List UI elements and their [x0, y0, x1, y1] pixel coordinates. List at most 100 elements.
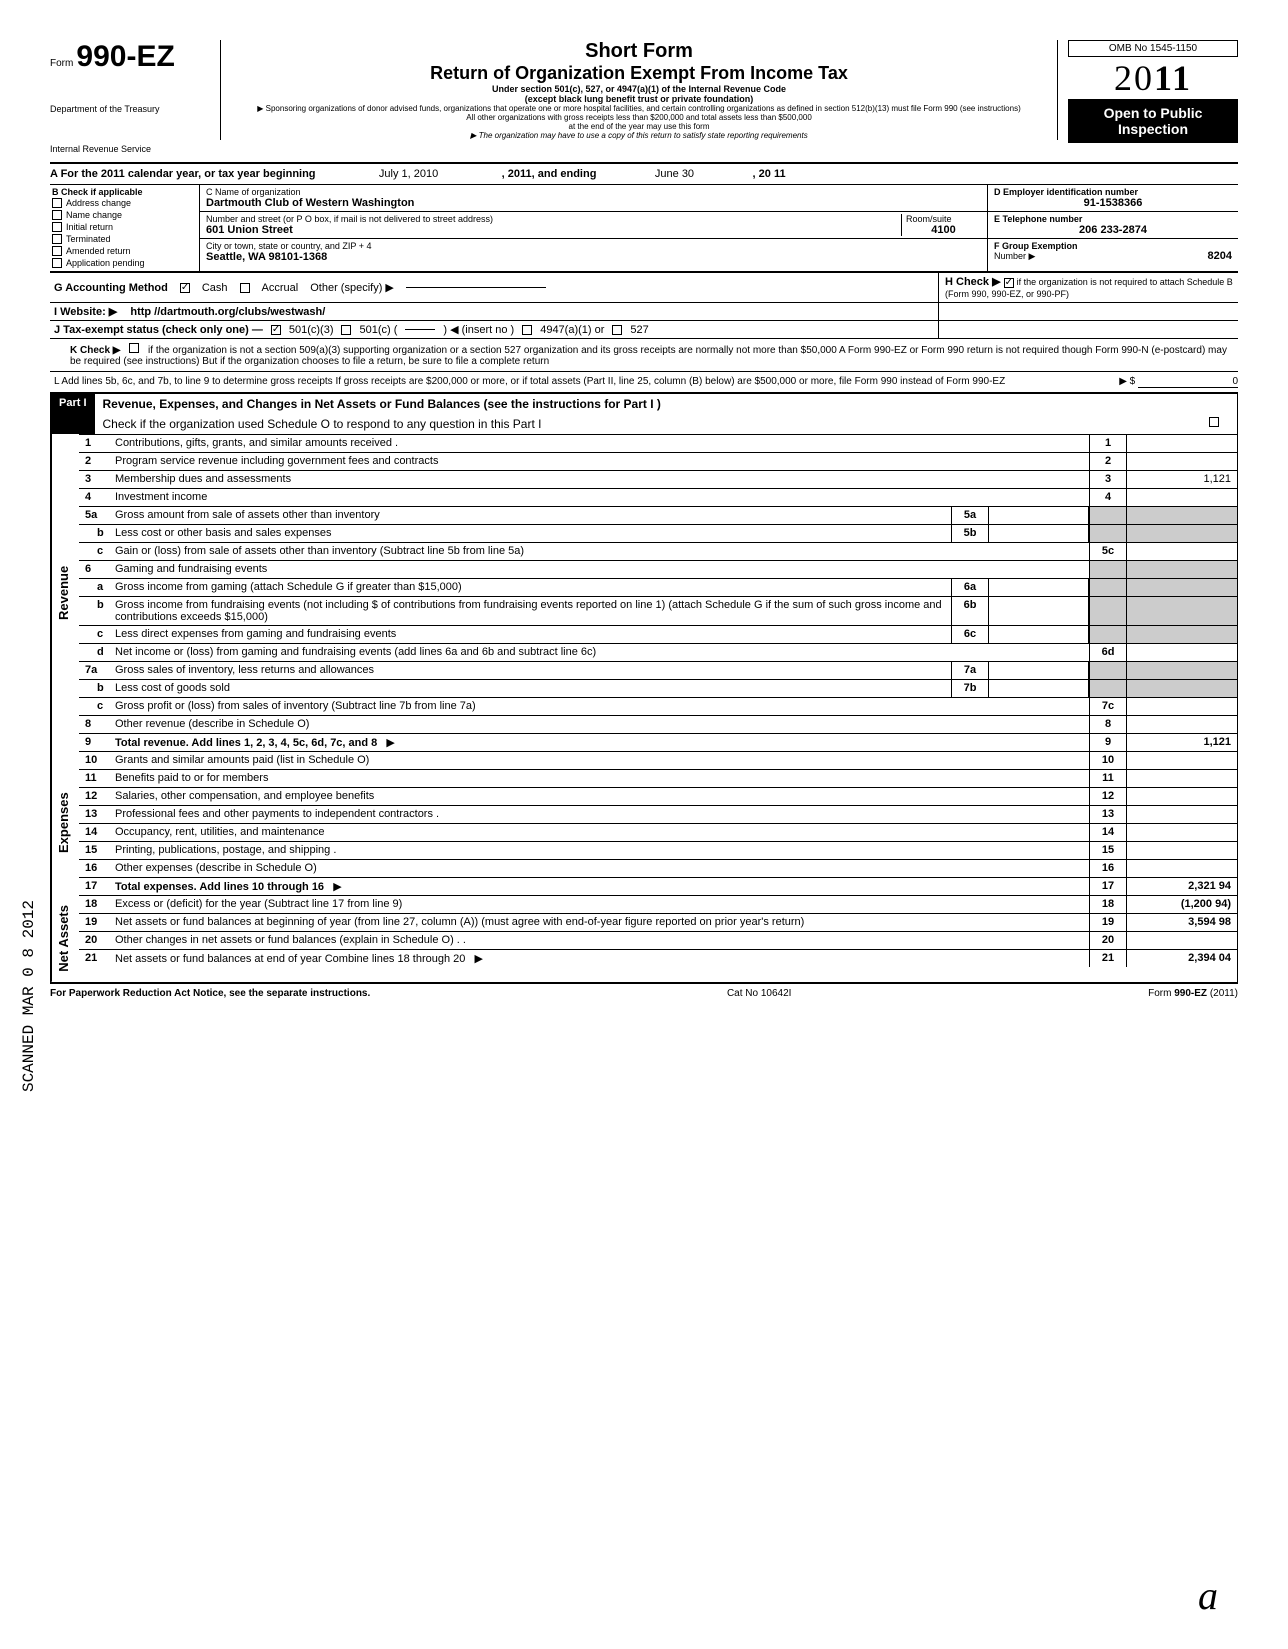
year-suffix: 11 [1154, 58, 1192, 98]
form-header: Form 990-EZ Department of the Treasury I… [50, 40, 1238, 154]
line5c-num: 5c [1089, 543, 1127, 560]
group-label2: Number ▶ [994, 251, 1078, 262]
part1-check-text: Check if the organization used Schedule … [103, 417, 542, 431]
line15-num: 15 [1089, 842, 1127, 859]
line18-desc: Excess or (deficit) for the year (Subtra… [111, 896, 1089, 913]
line19-num: 19 [1089, 914, 1127, 931]
h-label: H Check ▶ [945, 276, 1001, 288]
line7a-shade2 [1127, 662, 1237, 679]
cb-k[interactable] [129, 343, 139, 353]
line7c-desc: Gross profit or (loss) from sales of inv… [111, 698, 1089, 715]
line13-desc: Professional fees and other payments to … [111, 806, 1089, 823]
g-label: G Accounting Method [54, 282, 168, 294]
subtitle1: Under section 501(c), 527, or 4947(a)(1)… [229, 84, 1049, 94]
group-row: F Group Exemption Number ▶ 8204 [988, 239, 1238, 264]
line21-val: 2,394 04 [1127, 950, 1237, 967]
cb-address[interactable]: Address change [52, 197, 197, 209]
section-a-mid: , 2011, and ending [502, 168, 597, 180]
subtitle2: (except black lung benefit trust or priv… [229, 94, 1049, 104]
line2-desc: Program service revenue including govern… [111, 453, 1089, 470]
line2-num: 2 [1089, 453, 1127, 470]
k-text: if the organization is not a section 509… [70, 345, 1227, 367]
line15-val [1127, 842, 1237, 859]
line15-desc: Printing, publications, postage, and shi… [111, 842, 1089, 859]
short-form-title: Short Form [229, 40, 1049, 63]
line18-num: 18 [1089, 896, 1127, 913]
end-date: June 30 [599, 168, 749, 180]
line19-desc: Net assets or fund balances at beginning… [111, 914, 1089, 931]
line6d-num: 6d [1089, 644, 1127, 661]
cb-501c[interactable] [341, 325, 351, 335]
org-name-row: C Name of organization Dartmouth Club of… [200, 185, 987, 212]
title-block: Short Form Return of Organization Exempt… [220, 40, 1058, 140]
line6b-desc: Gross income from fundraising events (no… [111, 597, 951, 625]
cb-terminated[interactable]: Terminated [52, 233, 197, 245]
line5a-shade2 [1127, 507, 1237, 524]
copy-text: ▶ The organization may have to use a cop… [229, 131, 1049, 140]
form-prefix: Form [50, 58, 73, 69]
line18-val: (1,200 94) [1127, 896, 1237, 913]
expense-section: Expenses 10Grants and similar amounts pa… [51, 751, 1237, 895]
line6c-midval [989, 626, 1089, 643]
line6a-shade [1089, 579, 1127, 596]
line12-num: 12 [1089, 788, 1127, 805]
line7b-desc: Less cost of goods sold [111, 680, 951, 697]
line4-num: 4 [1089, 489, 1127, 506]
k-label: K Check ▶ [70, 345, 120, 356]
row-l: L Add lines 5b, 6c, and 7b, to line 9 to… [50, 371, 1238, 392]
cb-accrual[interactable] [240, 283, 250, 293]
open-line2: Inspection [1074, 121, 1232, 137]
room: 4100 [906, 224, 981, 236]
line6-shade [1089, 561, 1127, 578]
line8-num: 8 [1089, 716, 1127, 733]
line19-val: 3,594 98 [1127, 914, 1237, 931]
line5b-shade2 [1127, 525, 1237, 542]
j-opt3: 4947(a)(1) or [540, 324, 604, 336]
cb-cash[interactable] [180, 283, 190, 293]
line6c-desc: Less direct expenses from gaming and fun… [111, 626, 951, 643]
501c-num[interactable] [405, 329, 435, 330]
line10-num: 10 [1089, 752, 1127, 769]
line3-desc: Membership dues and assessments [111, 471, 1089, 488]
cb-4947[interactable] [522, 325, 532, 335]
signature-mark: a [1198, 1572, 1218, 1619]
cb-amended[interactable]: Amended return [52, 245, 197, 257]
netassets-label: Net Assets [51, 895, 79, 982]
cb-501c3[interactable] [271, 325, 281, 335]
line3-val: 1,121 [1127, 471, 1237, 488]
line5a-mid: 5a [951, 507, 989, 524]
line17-desc: Total expenses. Add lines 10 through 16 … [111, 878, 1089, 895]
omb-number: OMB No 1545-1150 [1068, 40, 1238, 57]
line13-val [1127, 806, 1237, 823]
line21-desc: Net assets or fund balances at end of ye… [111, 950, 1089, 967]
other-line[interactable] [406, 287, 546, 288]
part1-header: Part I Revenue, Expenses, and Changes in… [51, 393, 1237, 434]
cb-name[interactable]: Name change [52, 209, 197, 221]
tax-year: 2011 [1068, 57, 1238, 99]
line5c-desc: Gain or (loss) from sale of assets other… [111, 543, 1089, 560]
line1-num: 1 [1089, 435, 1127, 452]
cb-part1[interactable] [1209, 417, 1219, 427]
dept-irs: Internal Revenue Service [50, 144, 210, 154]
cb-initial[interactable]: Initial return [52, 221, 197, 233]
ein: 91-1538366 [994, 197, 1232, 209]
line1-desc: Contributions, gifts, grants, and simila… [111, 435, 1089, 452]
cb-527[interactable] [612, 325, 622, 335]
line5a-shade [1089, 507, 1127, 524]
line2-val [1127, 453, 1237, 470]
line5a-midval [989, 507, 1089, 524]
line14-val [1127, 824, 1237, 841]
line5b-shade [1089, 525, 1127, 542]
cb-h[interactable] [1004, 278, 1014, 288]
accrual-label: Accrual [262, 282, 299, 294]
phone-row: E Telephone number 206 233-2874 [988, 212, 1238, 239]
line7c-val [1127, 698, 1237, 715]
form-number: 990-EZ [76, 40, 174, 73]
line6c-shade [1089, 626, 1127, 643]
line7b-shade [1089, 680, 1127, 697]
l-arrow: ▶ $ [1119, 376, 1135, 387]
line9-val: 1,121 [1127, 734, 1237, 751]
cb-pending[interactable]: Application pending [52, 257, 197, 269]
year-prefix: 20 [1114, 58, 1154, 98]
scan-stamp: SCANNED MAR 0 8 2012 [20, 900, 38, 1092]
